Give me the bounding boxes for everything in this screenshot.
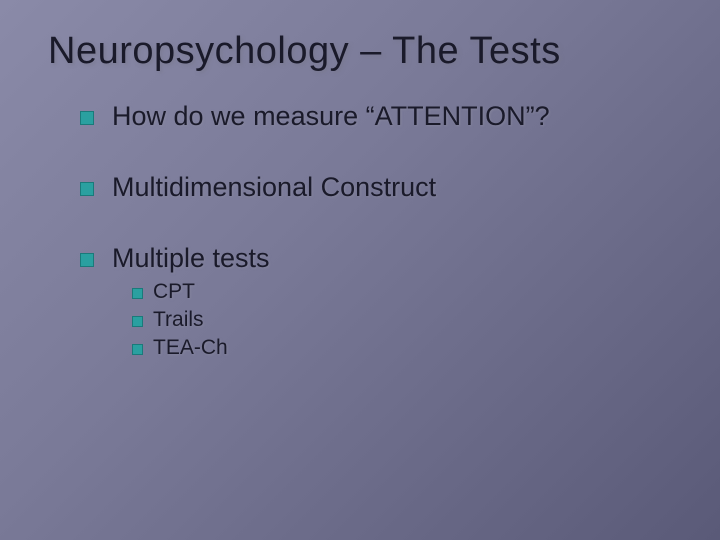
bullet-text: Multiple tests [112, 243, 270, 274]
square-bullet-icon [132, 288, 143, 299]
list-item: TEA-Ch [132, 336, 720, 360]
list-item: How do we measure “ATTENTION”? [80, 101, 720, 132]
square-bullet-icon [80, 111, 94, 125]
list-item: Multidimensional Construct [80, 172, 720, 203]
bullet-text: How do we measure “ATTENTION”? [112, 101, 550, 132]
square-bullet-icon [80, 253, 94, 267]
bullet-text: CPT [153, 280, 195, 304]
slide: Neuropsychology – The Tests How do we me… [0, 0, 720, 540]
slide-title: Neuropsychology – The Tests [0, 0, 720, 73]
bullet-text: Multidimensional Construct [112, 172, 436, 203]
list-item: Trails [132, 308, 720, 332]
square-bullet-icon [80, 182, 94, 196]
slide-content: How do we measure “ATTENTION”? Multidime… [0, 73, 720, 360]
bullet-text: TEA-Ch [153, 336, 228, 360]
list-item: CPT [132, 280, 720, 304]
square-bullet-icon [132, 344, 143, 355]
list-item: Multiple tests [80, 243, 720, 274]
sub-list: CPT Trails TEA-Ch [80, 280, 720, 360]
bullet-text: Trails [153, 308, 204, 332]
square-bullet-icon [132, 316, 143, 327]
